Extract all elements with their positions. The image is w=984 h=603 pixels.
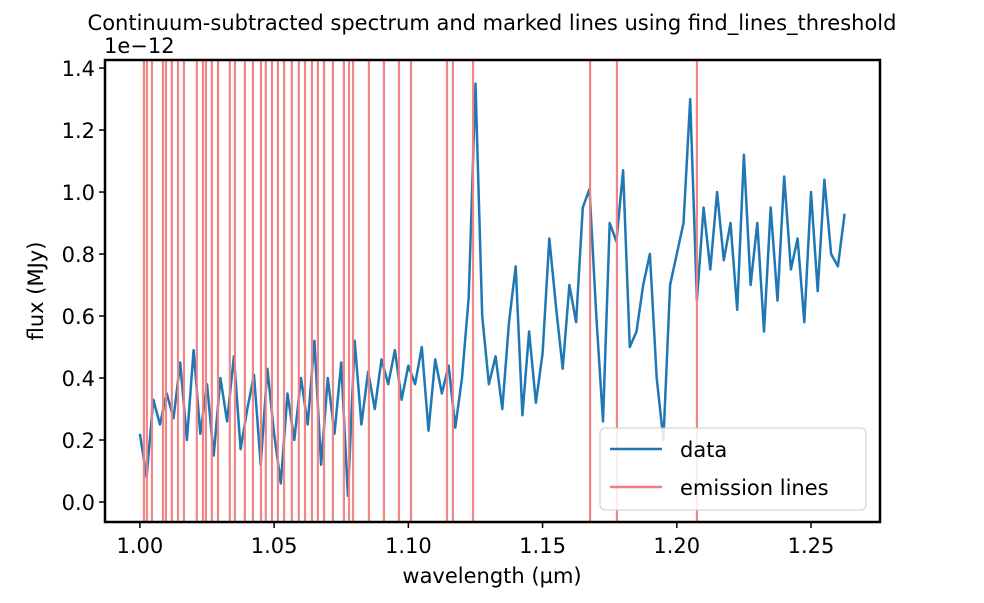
y-offset-label: 1e−12 bbox=[104, 34, 175, 58]
y-tick-label: 0.4 bbox=[62, 367, 95, 391]
y-tick-label: 1.0 bbox=[62, 181, 95, 205]
x-tick-label: 1.20 bbox=[653, 534, 700, 558]
y-tick-label: 1.4 bbox=[62, 57, 95, 81]
x-axis-label: wavelength (µm) bbox=[402, 564, 581, 588]
x-tick-label: 1.10 bbox=[385, 534, 432, 558]
data-line bbox=[138, 82, 846, 498]
legend-label: data bbox=[680, 438, 727, 462]
y-tick-label: 0.0 bbox=[62, 491, 95, 515]
y-tick-label: 1.2 bbox=[62, 119, 95, 143]
x-tick-label: 1.05 bbox=[251, 534, 298, 558]
chart-title: Continuum-subtracted spectrum and marked… bbox=[88, 11, 897, 36]
plot-frame bbox=[103, 58, 882, 524]
y-tick-label: 0.8 bbox=[62, 243, 95, 267]
x-tick-label: 1.15 bbox=[519, 534, 566, 558]
y-tick-label: 0.2 bbox=[62, 429, 95, 453]
legend-label: emission lines bbox=[680, 476, 829, 500]
x-tick-label: 1.25 bbox=[788, 534, 835, 558]
y-tick-label: 0.6 bbox=[62, 305, 95, 329]
y-axis-label: flux (MJy) bbox=[24, 242, 48, 341]
x-tick-label: 1.00 bbox=[117, 534, 164, 558]
legend-box bbox=[599, 427, 867, 511]
